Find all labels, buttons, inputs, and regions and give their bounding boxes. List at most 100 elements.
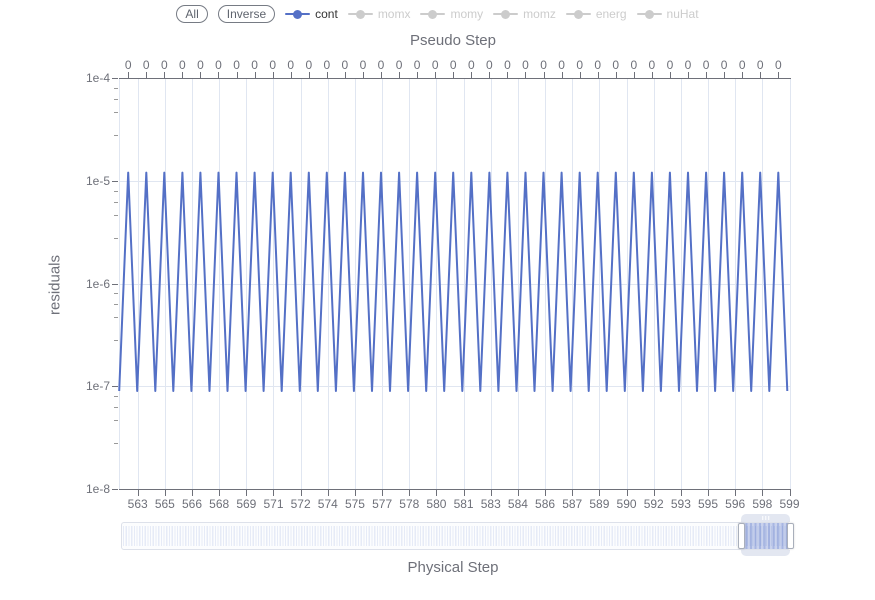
legend-marker-icon [347,8,373,20]
top-axis-tick-label: 0 [251,58,258,72]
top-axis-tick [290,72,292,78]
top-axis-tick [326,72,328,78]
bottom-axis-tick [653,490,655,496]
bottom-axis-tick-label: 590 [616,497,637,511]
top-axis-tick [615,72,617,78]
y-axis-minor-tick [114,396,118,398]
top-axis-line [118,78,791,79]
top-axis-tick-label: 0 [738,58,746,72]
y-axis-minor-tick [114,98,118,100]
bottom-axis-tick [327,490,329,496]
bottom-axis-tick [246,490,248,496]
legend-item-momz[interactable]: momz [493,8,556,20]
move-handle-grip-icon [761,516,770,520]
top-axis-tick [254,72,256,78]
legend: All Inverse cont momx momy momz energ nuHat [0,4,875,24]
legend-marker-icon [420,8,446,20]
bottom-axis-tick-label: 595 [698,497,719,511]
top-axis-tick-label: 0 [377,58,385,72]
bottom-axis-tick-label: 589 [589,497,610,511]
legend-item-momy[interactable]: momy [420,8,483,20]
top-axis-tick-label: 0 [576,58,583,72]
top-axis-tick-label: 0 [630,58,638,72]
y-axis-minor-tick [114,420,118,422]
top-axis-title: Pseudo Step [410,32,496,49]
bottom-axis-tick [735,490,737,496]
bottom-axis-tick [708,490,710,496]
legend-item-label: cont [315,7,338,21]
top-axis-tick-label: 0 [179,58,186,72]
grid-vline [789,78,791,489]
y-axis-minor-tick [114,304,118,306]
bottom-axis-tick-label: 586 [535,497,556,511]
slider-right-handle[interactable] [786,523,794,549]
y-axis-tick-label: 1e-6 [85,276,110,291]
bottom-axis-tick-label: 569 [236,497,257,511]
top-axis-tick [688,72,689,78]
bottom-axis-tick [680,490,682,496]
top-axis-tick-label: 0 [359,58,367,72]
bottom-axis-tick [192,490,194,496]
top-axis-tick [182,72,184,78]
legend-dot-icon [644,9,654,19]
legend-marker-icon [493,8,519,20]
legend-selector-all-button[interactable]: All [176,5,208,23]
bottom-axis-tick-label: 574 [317,497,338,511]
top-axis-tick [742,72,744,78]
top-axis-tick-label: 0 [142,58,150,72]
slider-selected-window[interactable] [741,523,790,549]
top-axis-tick [633,72,635,78]
legend-marker-icon [285,8,311,20]
bottom-axis-tick-label: 580 [426,497,447,511]
top-axis-tick [164,72,166,78]
top-axis-tick [543,72,545,78]
top-axis-tick [146,72,148,78]
bottom-axis-tick [409,490,411,496]
legend-item-energ[interactable]: energ [565,8,627,20]
top-axis-tick-label: 0 [341,58,349,72]
bottom-axis-tick-label: 575 [344,497,365,511]
bottom-axis-tick [436,490,438,496]
top-axis-tick-label: 0 [269,58,276,72]
legend-item-cont[interactable]: cont [285,8,338,20]
top-axis-tick [381,72,383,78]
top-axis-tick [471,72,473,78]
slider-move-handle[interactable] [741,514,790,522]
top-axis-tick-label: 0 [504,58,511,72]
bottom-axis-tick [137,490,139,496]
top-axis-tick-label: 0 [197,58,204,72]
legend-item-nuHat[interactable]: nuHat [636,8,699,20]
bottom-axis-tick-label: 587 [562,497,583,511]
bottom-axis-tick-label: 578 [399,497,420,511]
top-axis-tick [579,72,581,78]
slider-left-handle[interactable] [737,523,745,549]
slider-track[interactable] [121,522,790,550]
top-axis-tick-label: 0 [720,58,728,72]
y-axis-tick [112,78,118,79]
bottom-axis-tick-label: 583 [480,497,501,511]
legend-selector-inverse-button[interactable]: Inverse [217,5,276,23]
bottom-axis-tick-label: 581 [453,497,474,511]
bottom-axis-tick-label: 598 [752,497,773,511]
bottom-axis-tick-label: 566 [182,497,203,511]
top-axis-tick-label: 0 [395,58,403,72]
y-axis-minor-tick [114,214,118,216]
bottom-axis-tick [463,490,465,496]
top-axis-tick [218,72,220,78]
y-axis-minor-tick [114,134,118,136]
y-axis-tick-label: 1e-7 [85,379,110,394]
y-axis-tick-label: 1e-8 [85,482,110,496]
legend-dot-icon [293,9,303,19]
bottom-axis-tick [354,490,356,496]
bottom-axis-tick-label: 565 [154,497,175,511]
legend-item-momx[interactable]: momx [347,8,410,20]
top-axis-tick-label: 0 [287,58,295,72]
bottom-axis-tick-label: 592 [643,497,664,511]
top-axis-tick [435,72,437,78]
top-axis-tick-label: 0 [594,58,602,72]
top-axis-tick-label: 0 [431,58,439,72]
top-axis-tick-label: 0 [467,58,475,72]
top-axis-tick-label: 0 [124,58,132,72]
